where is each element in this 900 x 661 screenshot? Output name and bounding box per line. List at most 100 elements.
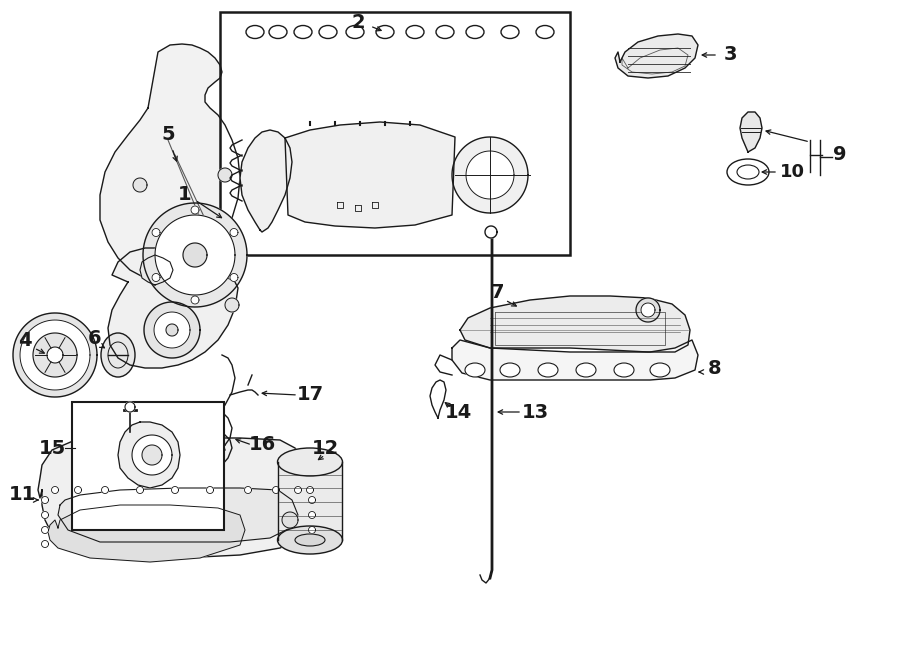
- Polygon shape: [282, 512, 298, 528]
- Polygon shape: [140, 255, 173, 285]
- Ellipse shape: [465, 363, 485, 377]
- Polygon shape: [41, 541, 49, 547]
- Ellipse shape: [319, 26, 337, 38]
- Polygon shape: [430, 380, 446, 418]
- Text: 8: 8: [708, 358, 722, 377]
- Polygon shape: [102, 486, 109, 494]
- Polygon shape: [273, 486, 280, 494]
- Text: 12: 12: [311, 438, 338, 457]
- Polygon shape: [152, 229, 160, 237]
- Ellipse shape: [246, 26, 264, 38]
- Polygon shape: [245, 486, 251, 494]
- Polygon shape: [38, 438, 318, 558]
- Ellipse shape: [346, 26, 364, 38]
- Polygon shape: [240, 130, 292, 232]
- Ellipse shape: [295, 534, 325, 546]
- Polygon shape: [143, 203, 247, 307]
- Polygon shape: [309, 512, 316, 518]
- Polygon shape: [108, 248, 238, 368]
- Ellipse shape: [277, 526, 343, 554]
- Ellipse shape: [614, 363, 634, 377]
- Polygon shape: [166, 324, 178, 336]
- Polygon shape: [51, 486, 59, 494]
- Text: 1: 1: [178, 186, 192, 204]
- Text: 2: 2: [351, 13, 364, 32]
- Polygon shape: [13, 313, 97, 397]
- Polygon shape: [641, 303, 655, 317]
- Polygon shape: [191, 296, 199, 304]
- Polygon shape: [100, 44, 240, 283]
- Polygon shape: [225, 298, 239, 312]
- Polygon shape: [33, 333, 77, 377]
- Polygon shape: [125, 402, 135, 412]
- Polygon shape: [218, 168, 232, 182]
- Polygon shape: [615, 34, 698, 78]
- Polygon shape: [58, 488, 298, 542]
- Ellipse shape: [536, 26, 554, 38]
- Ellipse shape: [650, 363, 670, 377]
- Ellipse shape: [576, 363, 596, 377]
- Polygon shape: [172, 486, 178, 494]
- Text: 3: 3: [724, 46, 737, 65]
- Polygon shape: [152, 274, 160, 282]
- Ellipse shape: [500, 363, 520, 377]
- Text: 13: 13: [521, 403, 549, 422]
- Text: 9: 9: [833, 145, 847, 165]
- Text: 15: 15: [39, 438, 66, 457]
- Text: 10: 10: [780, 163, 805, 181]
- Text: 11: 11: [8, 485, 36, 504]
- Polygon shape: [137, 486, 143, 494]
- Polygon shape: [230, 274, 238, 282]
- Ellipse shape: [376, 26, 394, 38]
- Polygon shape: [740, 112, 762, 152]
- Ellipse shape: [501, 26, 519, 38]
- Text: 4: 4: [18, 330, 32, 350]
- Polygon shape: [460, 296, 690, 352]
- Polygon shape: [206, 486, 213, 494]
- Polygon shape: [183, 243, 207, 267]
- Polygon shape: [191, 206, 199, 214]
- Ellipse shape: [436, 26, 454, 38]
- Polygon shape: [452, 137, 528, 213]
- Ellipse shape: [466, 26, 484, 38]
- Polygon shape: [155, 215, 235, 295]
- Polygon shape: [142, 445, 162, 465]
- Ellipse shape: [294, 26, 312, 38]
- Ellipse shape: [269, 26, 287, 38]
- Ellipse shape: [101, 333, 135, 377]
- Polygon shape: [485, 226, 497, 238]
- Polygon shape: [309, 527, 316, 533]
- Ellipse shape: [406, 26, 424, 38]
- Ellipse shape: [277, 448, 343, 476]
- Polygon shape: [48, 505, 245, 562]
- Polygon shape: [144, 302, 200, 358]
- Text: 6: 6: [88, 329, 102, 348]
- Polygon shape: [41, 496, 49, 504]
- Ellipse shape: [727, 159, 769, 185]
- Bar: [220, 12, 570, 255]
- Polygon shape: [466, 151, 514, 199]
- Polygon shape: [20, 320, 90, 390]
- Text: 17: 17: [296, 385, 324, 405]
- Polygon shape: [47, 347, 63, 363]
- Polygon shape: [278, 462, 342, 540]
- Polygon shape: [294, 486, 302, 494]
- Polygon shape: [75, 486, 82, 494]
- Text: 7: 7: [491, 282, 505, 301]
- Bar: [72, 402, 224, 530]
- Polygon shape: [307, 486, 313, 494]
- Polygon shape: [41, 512, 49, 518]
- Ellipse shape: [538, 363, 558, 377]
- Polygon shape: [636, 298, 660, 322]
- Text: 5: 5: [161, 126, 175, 145]
- Text: 16: 16: [248, 436, 275, 455]
- Polygon shape: [285, 122, 455, 228]
- Polygon shape: [118, 422, 180, 488]
- Polygon shape: [154, 312, 190, 348]
- Polygon shape: [309, 496, 316, 504]
- Polygon shape: [133, 178, 147, 192]
- Polygon shape: [132, 435, 172, 475]
- Text: 14: 14: [445, 403, 472, 422]
- Polygon shape: [230, 229, 238, 237]
- Polygon shape: [41, 527, 49, 533]
